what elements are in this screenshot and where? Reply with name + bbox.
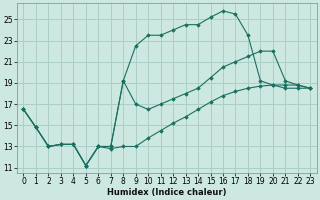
- X-axis label: Humidex (Indice chaleur): Humidex (Indice chaleur): [107, 188, 227, 197]
